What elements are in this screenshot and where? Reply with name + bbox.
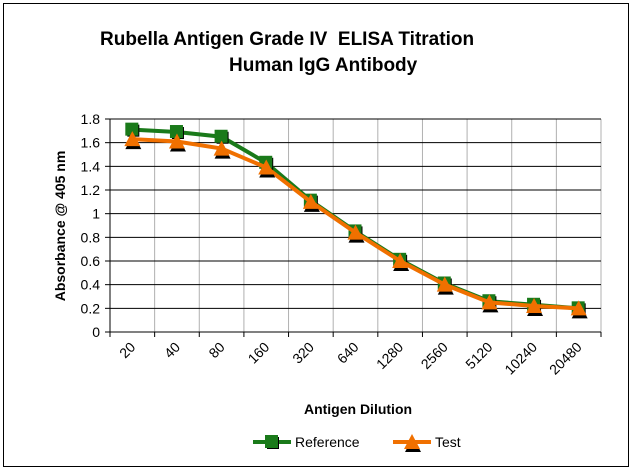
legend-marker-test xyxy=(404,434,420,449)
data-point-reference xyxy=(169,125,183,139)
x-tick-label: 5120 xyxy=(462,339,495,372)
x-tick-label: 640 xyxy=(334,339,362,367)
data-point-test xyxy=(392,253,409,268)
chart-title: Rubella Antigen Grade IV ELISA Titration xyxy=(100,29,475,50)
chart-frame xyxy=(3,3,629,467)
data-point-test xyxy=(526,297,543,313)
x-tick-label: 80 xyxy=(205,339,227,361)
y-tick-label: 0.4 xyxy=(81,277,101,293)
legend: Reference Test xyxy=(253,434,461,452)
data-point-test xyxy=(436,276,453,292)
legend-label-reference: Reference xyxy=(295,434,360,450)
y-tick-label: 1.4 xyxy=(81,158,101,174)
x-tick-label: 320 xyxy=(289,339,317,367)
x-tick-label: 40 xyxy=(161,339,183,361)
data-point-reference xyxy=(214,129,228,143)
y-tick-label: 1.8 xyxy=(81,111,101,127)
y-tick-label: 1 xyxy=(92,206,100,222)
y-tick-label: 0.6 xyxy=(81,253,101,269)
legend-label-test: Test xyxy=(435,434,461,450)
legend-marker-reference xyxy=(265,435,278,448)
data-point-test xyxy=(168,133,185,149)
y-axis-label: Absorbance @ 405 nm xyxy=(52,151,68,302)
data-point-test xyxy=(481,294,498,310)
y-tick-label: 0.2 xyxy=(81,300,101,316)
x-tick-label: 160 xyxy=(245,339,273,367)
data-point-test xyxy=(258,159,275,175)
x-tick-label: 20 xyxy=(116,339,138,361)
data-point-test xyxy=(347,224,364,240)
data-point-test xyxy=(570,300,587,316)
x-tick-label: 20480 xyxy=(546,339,585,378)
y-tick-label: 1.2 xyxy=(81,182,101,198)
data-point-test xyxy=(213,140,230,156)
y-tick-label: 1.6 xyxy=(81,135,101,151)
data-point-test xyxy=(302,193,319,209)
y-tick-label: 0.8 xyxy=(81,229,101,245)
x-axis-label: Antigen Dilution xyxy=(304,401,412,417)
x-tick-label: 2560 xyxy=(418,339,451,372)
chart-subtitle: Human IgG Antibody xyxy=(229,55,418,76)
data-point-test xyxy=(124,131,141,147)
x-tick-label: 10240 xyxy=(501,339,540,378)
y-tick-label: 0 xyxy=(92,324,100,340)
data-point-reference xyxy=(125,122,139,136)
x-tick-label: 1280 xyxy=(373,339,406,372)
